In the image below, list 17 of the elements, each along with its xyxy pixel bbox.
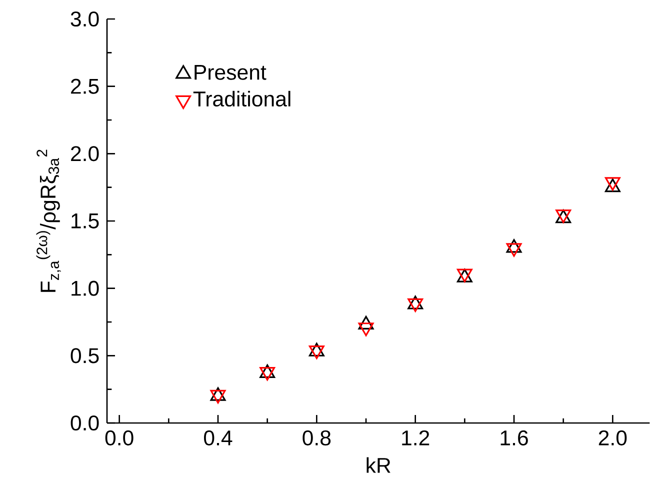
y-tick-label: 2.5: [71, 78, 99, 94]
legend-label: Traditional: [193, 90, 290, 107]
y-tick-label: 1.0: [72, 280, 99, 296]
x-tick-label: 0.8: [302, 430, 331, 446]
x-tick-label: 1.2: [402, 430, 430, 446]
x-tick-label: 0.0: [105, 430, 134, 446]
y-tick-label: 2.0: [71, 146, 99, 162]
y-tick-label: 0.0: [70, 415, 99, 431]
x-axis-title: kR: [366, 457, 390, 473]
legend-label: Present: [194, 64, 266, 80]
y-tick-label: 0.5: [70, 348, 99, 364]
x-tick-label: 1.6: [500, 430, 528, 446]
y-tick-label: 3.0: [70, 11, 99, 27]
y-axis-title: F$_{z,a}$$^{(2ω)}$/ρgRξ$_{3a}$2: [36, 150, 61, 292]
x-tick-label: 0.4: [204, 430, 232, 446]
y-tick-label: 1.5: [72, 214, 99, 228]
x-tick-label: 2.0: [598, 430, 627, 446]
